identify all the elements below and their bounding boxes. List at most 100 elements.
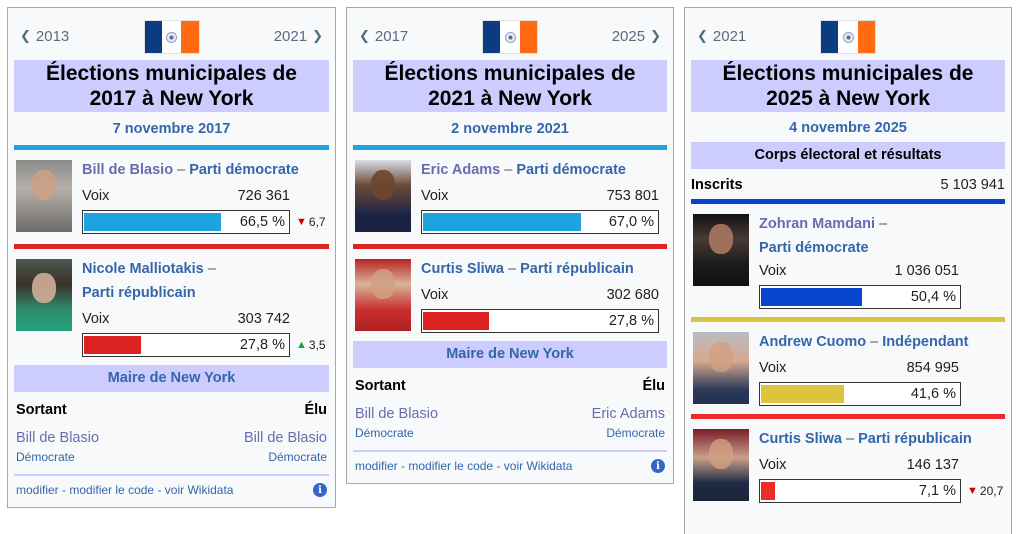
votes-row: Voix 146 137 (759, 451, 959, 476)
title-line-1: Élections municipales de (46, 62, 297, 85)
chevron-right-icon: ❯ (650, 28, 661, 43)
candidate-name-link[interactable]: Curtis Sliwa (421, 261, 504, 277)
increase-arrow-icon: ▲ (296, 339, 307, 351)
title-line-2: 2017 à New York (89, 87, 254, 110)
votes-label: Voix (759, 263, 787, 279)
candidate-photo[interactable] (355, 160, 411, 232)
infobox-2017: ❮ 2013 2021 ❯ Élections municipales de 2… (7, 7, 336, 508)
results-section-header: Corps électoral et résultats (691, 142, 1005, 169)
wikidata-link[interactable]: voir Wikidata (503, 459, 573, 473)
nyc-flag-image[interactable] (482, 20, 538, 54)
candidate-photo[interactable] (16, 160, 72, 232)
vote-share-percent: 27,8 % (608, 313, 654, 329)
registered-voters-row: Inscrits 5 103 941 (691, 169, 1005, 199)
vote-share-percent: 27,8 % (239, 337, 285, 353)
election-date[interactable]: 4 novembre 2025 (789, 120, 907, 136)
infobox-title: Élections municipales de 2025 à New York (691, 60, 1005, 112)
candidate-photo[interactable] (693, 429, 749, 501)
prev-election-link[interactable]: ❮ 2017 (359, 28, 408, 45)
votes-value: 303 742 (237, 311, 290, 327)
candidate-name-link[interactable]: Andrew Cuomo (759, 334, 867, 350)
vote-share-percent: 41,6 % (910, 386, 956, 402)
vote-share-bar: 50,4 % (759, 285, 961, 309)
outgoing-mayor-link[interactable]: Bill de Blasio (355, 406, 439, 422)
election-date[interactable]: 7 novembre 2017 (112, 121, 231, 137)
outgoing-party-link[interactable]: Démocrate (16, 450, 75, 464)
candidate-party-link[interactable]: Parti démocrate (189, 162, 299, 178)
edit-link[interactable]: modifier (16, 483, 59, 497)
vote-share-bar: 41,6 % (759, 382, 961, 406)
next-election-link[interactable]: 2021 ❯ (274, 28, 323, 45)
mayor-section-header[interactable]: Maire de New York (14, 365, 329, 392)
candidate-name-line: Nicole Malliotakis – Parti républicain (82, 261, 216, 301)
candidate-name-link[interactable]: Nicole Malliotakis (82, 261, 204, 277)
elected-mayor-link[interactable]: Bill de Blasio (243, 430, 327, 446)
vote-share-fill (761, 385, 845, 403)
decrease-arrow-icon: ▼ (296, 216, 307, 228)
vote-share-bar: 66,5 % (82, 210, 290, 234)
candidate-party-link[interactable]: Parti démocrate (516, 162, 626, 178)
chevron-left-icon: ❮ (359, 28, 370, 43)
infobox-footer: modifier - modifier le code - voir Wikid… (14, 474, 329, 497)
elected-mayor-link[interactable]: Eric Adams (591, 406, 665, 422)
infobox-title: Élections municipales de 2017 à New York (14, 60, 329, 112)
info-icon[interactable]: i (313, 483, 327, 497)
candidate-photo[interactable] (693, 332, 749, 404)
candidate-party-link[interactable]: Parti républicain (858, 431, 972, 447)
prev-year-label: 2017 (374, 27, 409, 45)
candidate-row: Andrew Cuomo – Indépendant Voix 854 995 … (691, 328, 1005, 410)
registered-label: Inscrits (691, 177, 743, 193)
prev-election-link[interactable]: ❮ 2021 (697, 28, 746, 45)
elected-party-link[interactable]: Démocrate (268, 450, 327, 464)
votes-row: Voix 302 680 (421, 281, 659, 306)
edit-code-link[interactable]: modifier le code (408, 459, 494, 473)
votes-value: 753 801 (606, 188, 659, 204)
next-election-link[interactable]: 2025 ❯ (612, 28, 661, 45)
candidate-name-link[interactable]: Curtis Sliwa (759, 431, 842, 447)
outgoing-mayor-link[interactable]: Bill de Blasio (16, 430, 100, 446)
decrease-arrow-icon: ▼ (967, 485, 978, 497)
vote-share-fill (423, 312, 489, 330)
title-line-1: Élections municipales de (722, 62, 974, 85)
candidate-name-link[interactable]: Bill de Blasio (82, 162, 174, 178)
candidate-name-line: Eric Adams – Parti démocrate (421, 162, 626, 178)
elected-party-link[interactable]: Démocrate (606, 426, 665, 440)
prev-election-link[interactable]: ❮ 2013 (20, 28, 69, 45)
candidate-party-link[interactable]: Parti républicain (520, 261, 634, 277)
infobox-footer: modifier - modifier le code - voir Wikid… (353, 450, 667, 473)
votes-value: 854 995 (906, 360, 959, 376)
wikidata-link[interactable]: voir Wikidata (164, 483, 234, 497)
candidate-name-line: Curtis Sliwa – Parti républicain (759, 431, 972, 447)
infobox-2021: ❮ 2017 2025 ❯ Élections municipales de 2… (346, 7, 674, 484)
title-line-1: Élections municipales de (384, 62, 636, 85)
info-icon[interactable]: i (651, 459, 665, 473)
candidate-photo[interactable] (355, 259, 411, 331)
votes-label: Voix (759, 457, 787, 473)
mayor-section-header[interactable]: Maire de New York (353, 341, 667, 368)
candidate-name-link[interactable]: Zohran Mamdani (759, 216, 876, 232)
registered-value: 5 103 941 (940, 177, 1005, 193)
votes-value: 726 361 (237, 188, 290, 204)
vote-change-value: 3,5 (308, 338, 326, 352)
vote-share-bar: 27,8 % (421, 309, 659, 333)
candidate-photo[interactable] (16, 259, 72, 331)
nyc-flag-image[interactable] (820, 20, 876, 54)
candidate-name-link[interactable]: Eric Adams (421, 162, 501, 178)
election-date[interactable]: 2 novembre 2021 (451, 121, 569, 137)
outgoing-party-link[interactable]: Démocrate (355, 426, 414, 440)
nyc-flag-image[interactable] (143, 20, 200, 54)
candidate-party-link[interactable]: Indépendant (882, 334, 969, 350)
incumbent-names: Bill de Blasio Démocrate Eric Adams Démo… (353, 400, 667, 442)
candidate-photo[interactable] (693, 214, 749, 286)
elected-label: Élu (304, 402, 327, 418)
votes-label: Voix (421, 188, 449, 204)
candidate-party-link[interactable]: Parti républicain (82, 285, 196, 301)
edit-code-link[interactable]: modifier le code (69, 483, 155, 497)
prev-year-label: 2013 (35, 27, 70, 45)
votes-label: Voix (421, 287, 449, 303)
candidate-party-link[interactable]: Parti démocrate (759, 240, 869, 256)
edit-link[interactable]: modifier (355, 459, 398, 473)
vote-share-bar: 7,1 % (759, 479, 961, 503)
vote-change: ▲ 3,5 (296, 338, 326, 352)
votes-row: Voix 753 801 (421, 182, 659, 207)
